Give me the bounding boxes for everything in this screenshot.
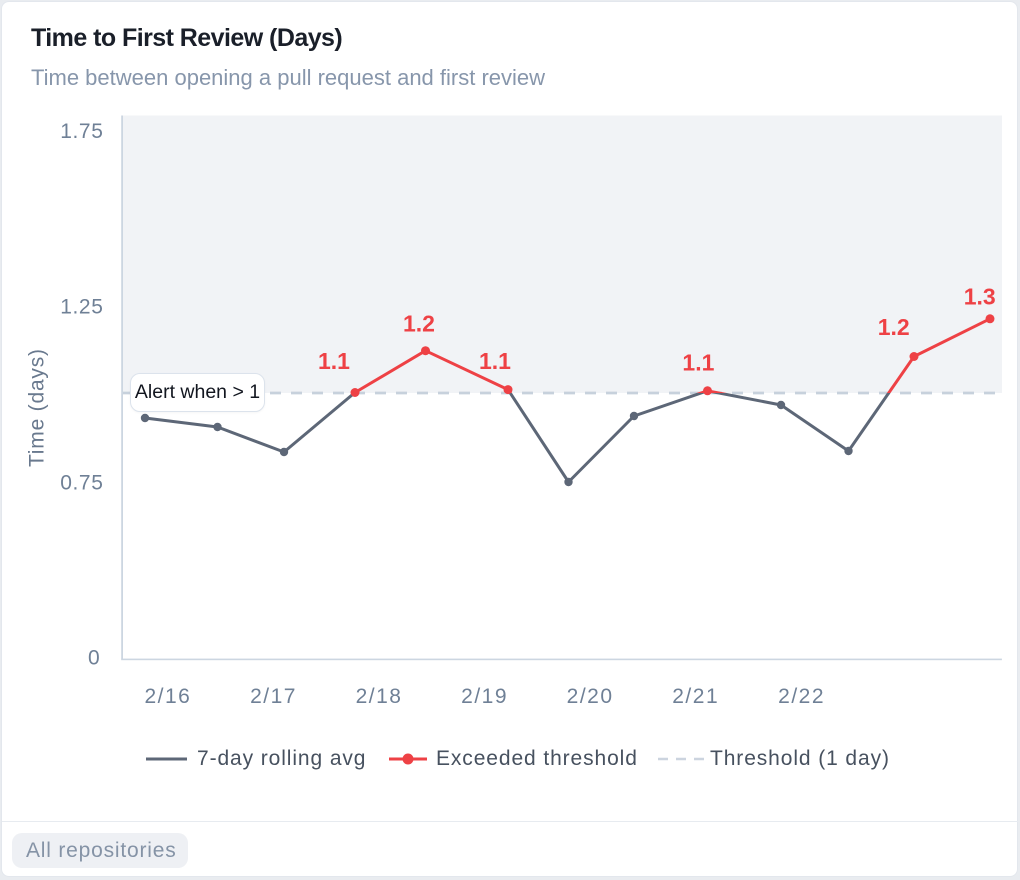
svg-text:1.3: 1.3	[964, 284, 996, 310]
svg-text:0.75: 0.75	[60, 471, 103, 494]
svg-text:1.2: 1.2	[403, 311, 435, 337]
svg-text:2/21: 2/21	[672, 685, 719, 708]
svg-text:1.25: 1.25	[60, 295, 103, 318]
svg-text:2/19: 2/19	[461, 685, 508, 708]
svg-text:1.75: 1.75	[60, 120, 103, 143]
svg-text:2/20: 2/20	[567, 685, 614, 708]
svg-text:2/22: 2/22	[778, 685, 825, 708]
svg-text:Time (days): Time (days)	[26, 348, 49, 467]
svg-text:0: 0	[88, 646, 100, 669]
svg-text:1.1: 1.1	[479, 348, 511, 374]
svg-text:1.1: 1.1	[682, 350, 714, 376]
svg-text:2/18: 2/18	[356, 685, 403, 708]
svg-text:1.2: 1.2	[878, 314, 910, 340]
svg-text:1.1: 1.1	[318, 348, 350, 374]
svg-text:2/16: 2/16	[144, 685, 191, 708]
svg-text:2/17: 2/17	[250, 685, 297, 708]
